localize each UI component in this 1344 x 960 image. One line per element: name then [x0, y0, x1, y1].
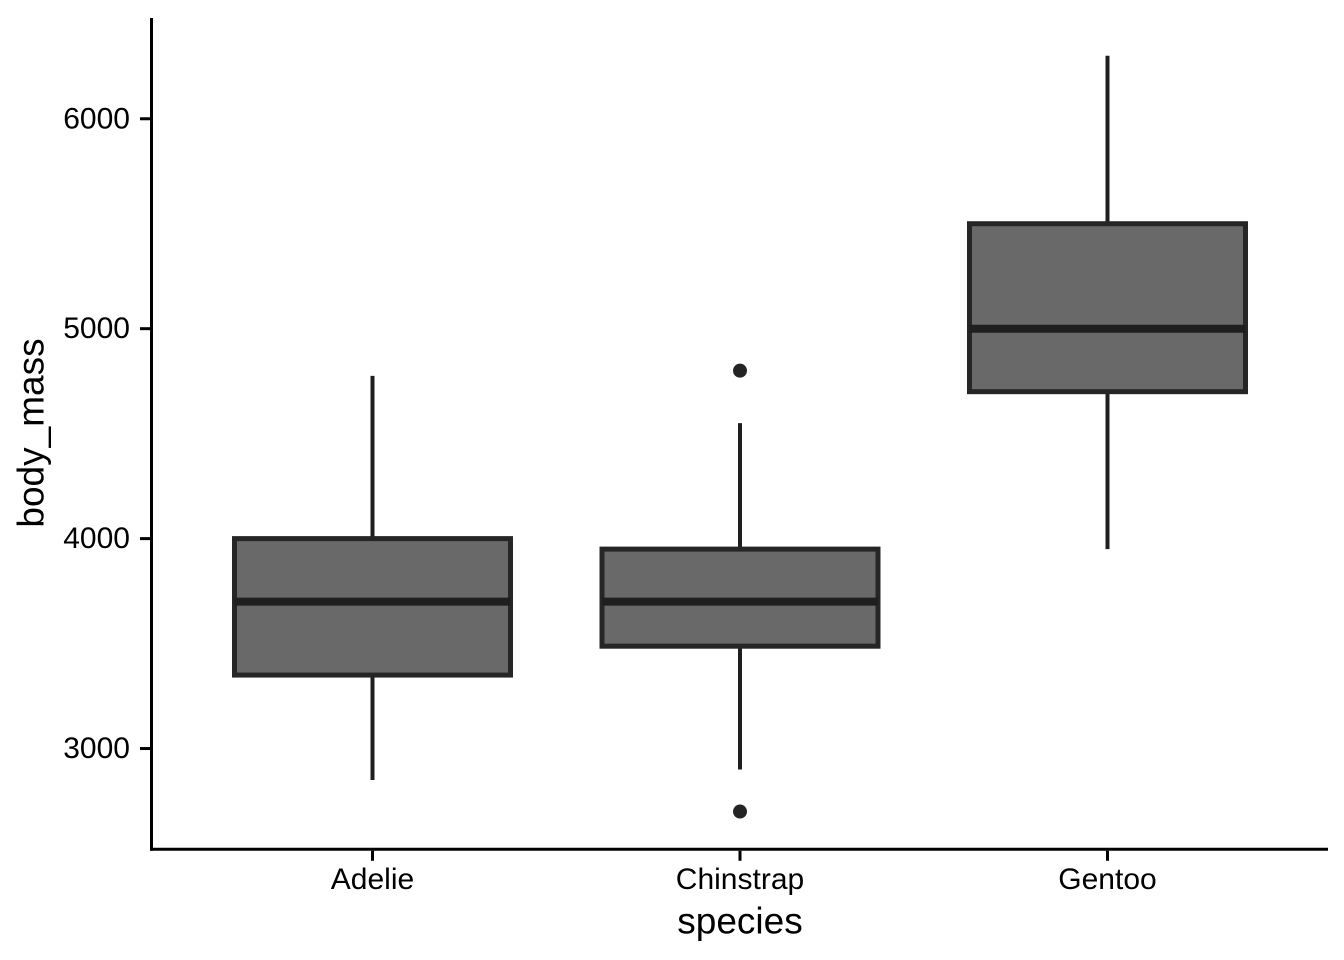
boxplot-gentoo	[967, 55, 1248, 550]
boxplot-adelie	[232, 375, 513, 781]
boxplot-chinstrap	[599, 363, 881, 819]
x-tick-label: Adelie	[331, 863, 414, 896]
boxes-layer	[232, 55, 1248, 819]
y-axis-title: body_mass	[11, 338, 52, 527]
iqr-box	[967, 221, 1248, 395]
y-tick-label: 5000	[63, 312, 130, 345]
x-tick-label: Chinstrap	[676, 863, 804, 896]
axes-layer: 3000 4000 5000 6000 Adelie Chinstrap Gentoo	[63, 18, 1328, 896]
outlier-point	[733, 804, 747, 819]
y-tick-label: 6000	[63, 102, 130, 135]
outlier-point	[733, 363, 747, 378]
y-tick-label: 4000	[63, 522, 130, 555]
x-axis-title: species	[677, 901, 802, 942]
x-tick-label: Gentoo	[1058, 863, 1156, 896]
y-tick-label: 3000	[63, 732, 130, 765]
iqr-box	[232, 536, 513, 678]
